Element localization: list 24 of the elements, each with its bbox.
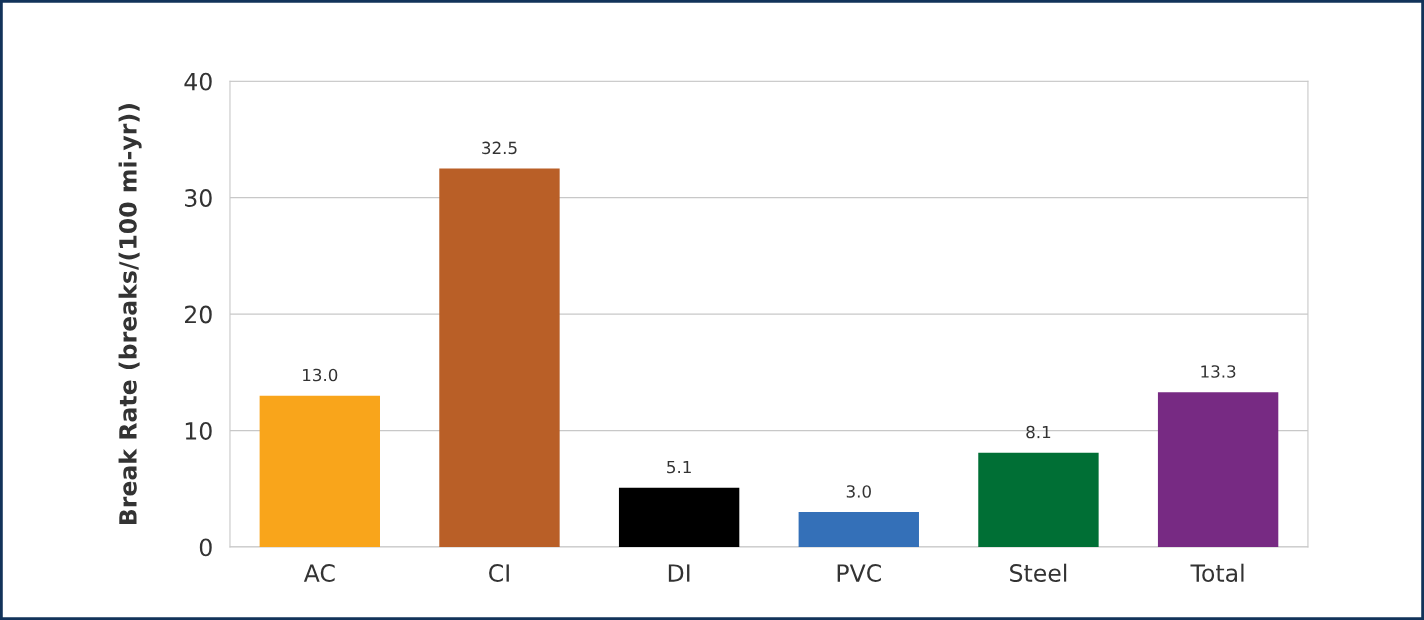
x-tick-label: DI [668, 564, 690, 582]
data-label: 5.1 [667, 460, 691, 474]
bar [1157, 392, 1279, 548]
bar [798, 512, 919, 548]
data-label: 32.5 [482, 141, 517, 155]
x-tick-label: Steel [1010, 563, 1067, 582]
y-axis-title: Break Rate (breaks/(100 mi-yr)) [118, 104, 142, 525]
bar [439, 168, 560, 548]
y-tick-label: 20 [184, 305, 212, 324]
data-label: 13.3 [1201, 365, 1236, 378]
x-tick-label: PVC [837, 564, 881, 582]
y-tick-label: 30 [185, 189, 212, 207]
x-tick-label: AC [303, 564, 335, 582]
data-label: 13.0 [303, 368, 338, 382]
y-tick-label: 0 [199, 538, 212, 557]
bar [978, 452, 1099, 548]
x-tick-label: Total [1190, 563, 1244, 582]
bar [618, 487, 740, 548]
data-label: 3.0 [846, 485, 871, 498]
bar [259, 395, 380, 548]
data-label: 8.1 [1026, 425, 1051, 439]
y-tick-label: 40 [184, 72, 212, 91]
y-tick-label: 10 [185, 422, 212, 440]
x-tick-label: CI [489, 564, 509, 582]
